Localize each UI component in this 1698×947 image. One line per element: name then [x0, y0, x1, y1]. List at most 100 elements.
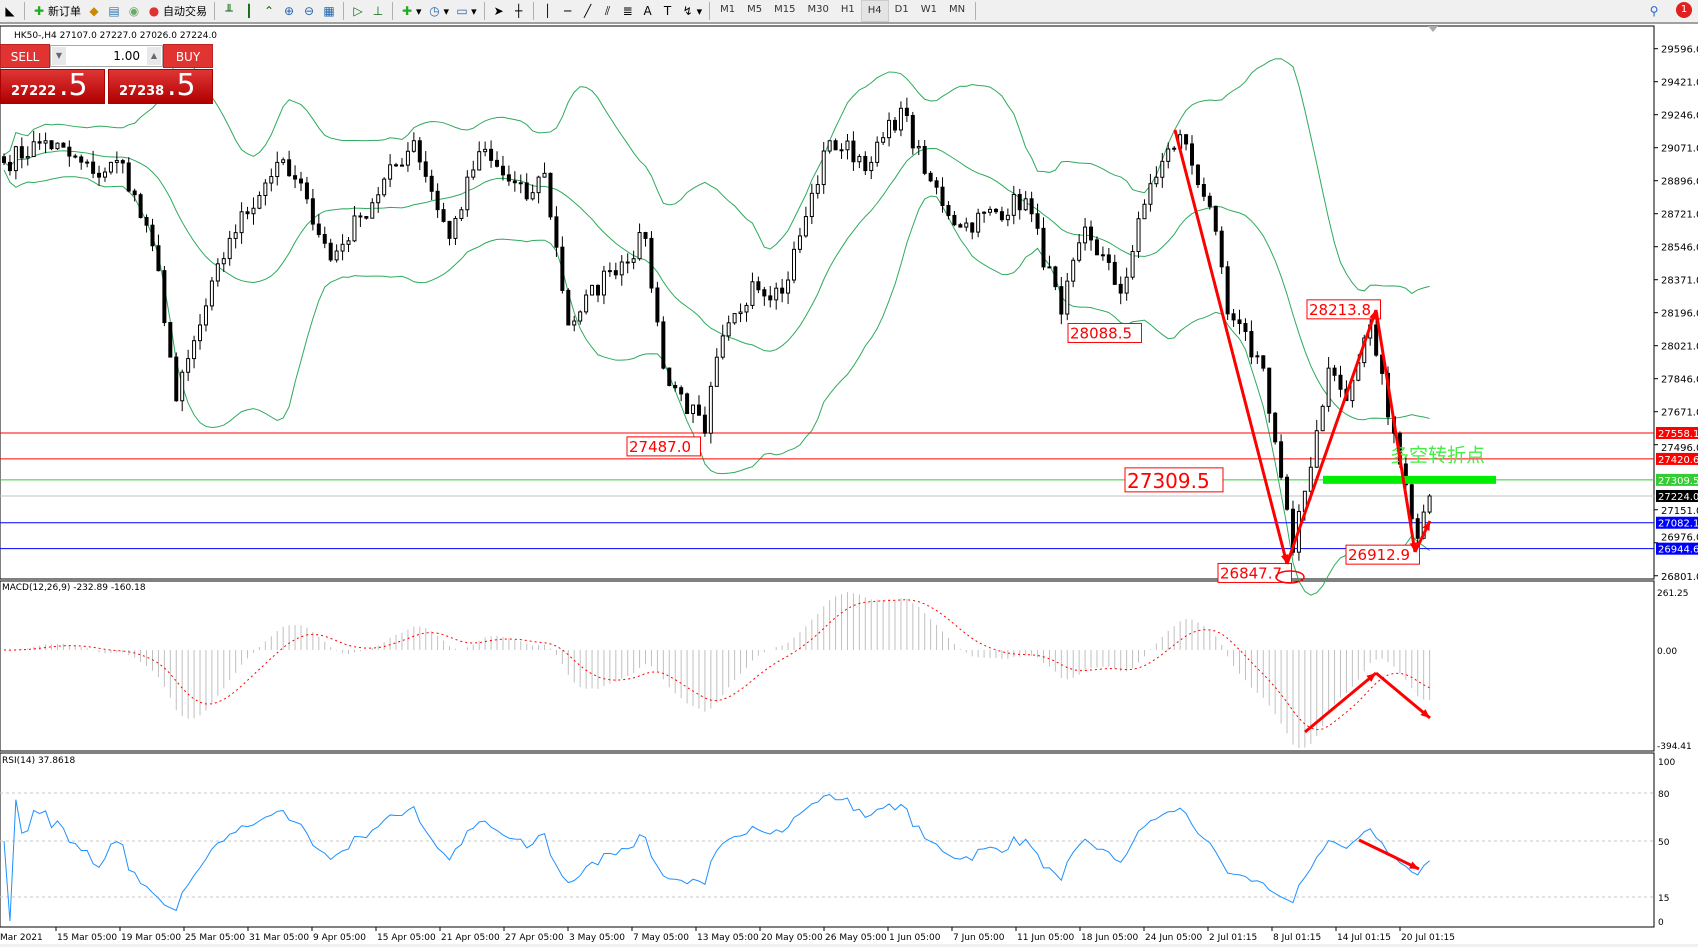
- sell-button[interactable]: SELL: [0, 44, 50, 68]
- cursor-button[interactable]: ➤: [489, 1, 509, 21]
- timeframe-h1[interactable]: H1: [840, 4, 855, 15]
- trend-arrow-down-2[interactable]: [1374, 309, 1417, 553]
- signal-icon: ◉: [128, 4, 140, 18]
- chart-shift-button[interactable]: ▷: [348, 1, 368, 21]
- lot-size-value: 1.00: [113, 49, 140, 63]
- sell-price-button[interactable]: 27222 .5: [0, 68, 105, 104]
- search-button[interactable]: ⚲: [1644, 1, 1664, 21]
- time-tick-label: 20 May 05:00: [761, 933, 823, 943]
- time-tick-label: 7 May 05:00: [633, 933, 689, 943]
- trendline-button[interactable]: ╱: [578, 1, 598, 21]
- arrows-button[interactable]: ↯ ▾: [682, 4, 703, 18]
- macd-arrow-up[interactable]: [1304, 671, 1377, 734]
- candlestick-button[interactable]: ┃: [239, 1, 259, 21]
- text-button[interactable]: A: [638, 1, 658, 21]
- text-label-button[interactable]: T: [658, 1, 678, 21]
- candle-body: [1427, 495, 1432, 513]
- candle-body: [815, 184, 820, 194]
- candle-body: [524, 182, 529, 200]
- candle-body: [435, 190, 440, 211]
- indicators-icon: ✚: [401, 4, 413, 18]
- candle-body: [887, 119, 892, 139]
- chart-window[interactable]: HK50-,H4 27107.0 27227.0 27026.0 27224.0…: [0, 24, 1698, 944]
- rsi-arrow-down[interactable]: [1358, 838, 1420, 871]
- market-watch-button[interactable]: ◣: [0, 1, 20, 21]
- auto-trading-button[interactable]: ● 自动交易: [144, 1, 210, 21]
- time-tick-label: 27 Apr 05:00: [505, 933, 564, 943]
- toolbar: ◣ ✚ 新订单 ◆ ▤ ◉ ● 自动交易 ╨ ┃ ⌃ ⊕ ⊖ ▦ ▷ ⊥ ✚ ▾ ◷ ▾…: [0, 0, 1698, 24]
- bollinger-lower: [3, 169, 1430, 596]
- candle-body: [560, 246, 565, 291]
- signal-button[interactable]: ◉: [124, 1, 144, 21]
- timeframe-m5[interactable]: M5: [747, 4, 763, 15]
- zoom-out-button[interactable]: ⊖: [299, 1, 319, 21]
- candle-body: [429, 175, 434, 192]
- templates-button[interactable]: ▭ ▾: [456, 4, 477, 18]
- timeframe-d1[interactable]: D1: [894, 4, 909, 15]
- chart-canvas[interactable]: HK50-,H4 27107.0 27227.0 27026.0 27224.0…: [0, 24, 1698, 944]
- zoom-in-button[interactable]: ⊕: [279, 1, 299, 21]
- candle-body: [809, 192, 814, 218]
- chart-shift-marker-icon[interactable]: [1428, 26, 1438, 32]
- trend-arrow-down-1[interactable]: [1173, 129, 1289, 565]
- timeframe-h4[interactable]: H4: [860, 0, 889, 22]
- channel-button[interactable]: ⫽: [598, 1, 618, 21]
- candle-body: [1290, 508, 1295, 553]
- timeframe-mn[interactable]: MN: [948, 4, 966, 15]
- timeframe-m15[interactable]: M15: [774, 4, 796, 15]
- candle-body: [79, 156, 84, 163]
- vertical-line-button[interactable]: │: [538, 1, 558, 21]
- autoscroll-button[interactable]: ⊥: [368, 1, 388, 21]
- line-chart-button[interactable]: ⌃: [259, 1, 279, 21]
- candle-body: [221, 258, 226, 265]
- candle-body: [7, 161, 12, 172]
- tile-windows-button[interactable]: ▦: [319, 1, 339, 21]
- buy-button[interactable]: BUY: [163, 44, 213, 68]
- terminal-button[interactable]: ▤: [104, 1, 124, 21]
- candle-body: [536, 176, 541, 194]
- candle-body: [1374, 324, 1379, 356]
- price-annotation-box[interactable]: [1124, 467, 1224, 493]
- new-order-button[interactable]: ✚ 新订单: [29, 1, 84, 21]
- fibonacci-button[interactable]: ≣: [618, 1, 638, 21]
- price-annotation-box[interactable]: [1345, 544, 1420, 565]
- timeframe-m1[interactable]: M1: [720, 4, 736, 15]
- candle-body: [1249, 331, 1254, 358]
- candle-body: [625, 261, 630, 264]
- candle-body: [239, 211, 244, 234]
- candle-body: [102, 171, 107, 178]
- buy-price-button[interactable]: 27238 .5: [108, 68, 213, 104]
- price-annotation-box[interactable]: [1067, 322, 1142, 343]
- candle-body: [833, 140, 838, 151]
- timeframe-m30[interactable]: M30: [807, 4, 829, 15]
- navigator-button[interactable]: ◆: [84, 1, 104, 21]
- periods-button[interactable]: ◷ ▾: [429, 4, 450, 18]
- chart-shift-icon: ▷: [353, 4, 363, 18]
- price-annotation-box[interactable]: [626, 436, 701, 457]
- price-annotation-box[interactable]: [1217, 562, 1292, 583]
- macd-arrow-down[interactable]: [1375, 671, 1431, 720]
- horizontal-line-button[interactable]: ─: [558, 1, 578, 21]
- lot-increase-icon[interactable]: ▲: [147, 47, 161, 65]
- notification-button[interactable]: 1: [1664, 1, 1698, 21]
- candle-body: [471, 169, 476, 178]
- ask-price: 27238: [119, 84, 165, 99]
- price-annotation-box[interactable]: [1306, 299, 1381, 320]
- lot-decrease-icon[interactable]: ▼: [52, 47, 66, 65]
- divider: [214, 2, 215, 20]
- horizontal-line-icon: ─: [563, 4, 572, 18]
- candle-body: [993, 208, 998, 213]
- timeframe-w1[interactable]: W1: [920, 4, 937, 15]
- low-marker-ellipse[interactable]: [1275, 570, 1305, 584]
- candle-body: [1207, 195, 1212, 207]
- lot-size-input[interactable]: ▼ 1.00 ▲: [50, 45, 163, 67]
- candle-body: [952, 214, 957, 226]
- indicators-button[interactable]: ✚ ▾: [401, 4, 422, 18]
- pivot-zone-bar[interactable]: [1323, 475, 1496, 484]
- bar-chart-button[interactable]: ╨: [219, 1, 239, 21]
- crosshair-button[interactable]: ┼: [509, 1, 529, 21]
- arrows-icon: ↯: [682, 4, 693, 18]
- trend-arrow-up-1[interactable]: [1285, 309, 1378, 565]
- candle-body: [797, 235, 802, 250]
- candle-body: [405, 150, 410, 166]
